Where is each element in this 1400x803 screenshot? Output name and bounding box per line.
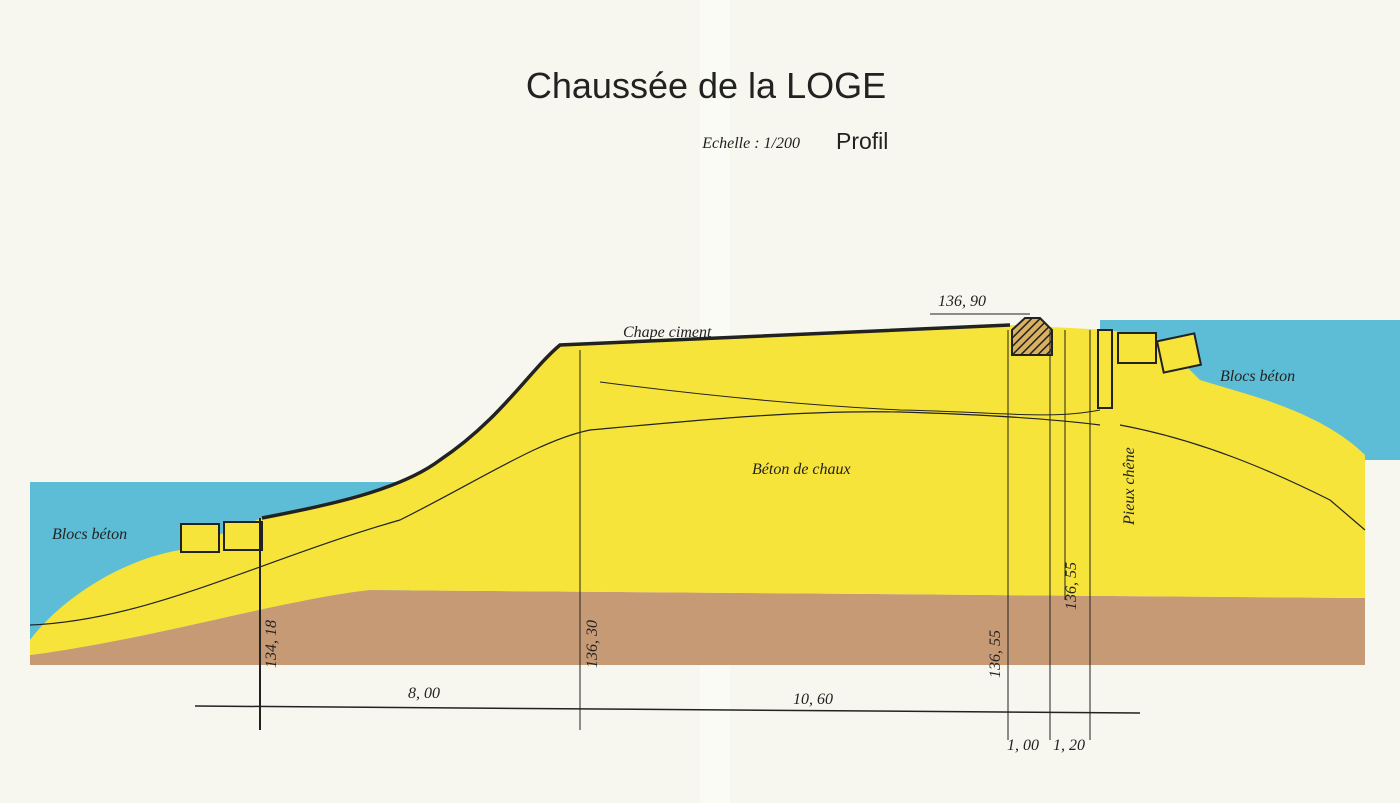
block [180,523,220,553]
cap-line [261,323,1011,520]
level: 136, 30 [584,620,601,668]
layer-line [1119,424,1366,531]
label: Béton de chaux [752,461,851,478]
label: Blocs béton [1220,368,1295,385]
block [1117,332,1157,364]
dimension: 1, 00 [1007,737,1039,754]
dimension: 1, 20 [1053,737,1085,754]
dimension: 10, 60 [793,691,833,708]
scale: Echelle : 1/200 [701,135,800,152]
label: Pieux chêne [1121,447,1138,526]
level: 134, 18 [263,620,280,668]
block [1155,332,1203,374]
dimension-line [194,705,1141,714]
layer-line [599,381,1101,416]
pile [1097,329,1113,409]
dimension: 8, 00 [408,685,440,702]
foundation [30,590,1365,665]
view: Profil [836,128,888,154]
coping [1011,317,1053,356]
level: 136, 55 [987,630,1004,678]
label: 136, 90 [938,293,986,310]
title: Chaussée de la LOGE [526,65,886,106]
level: 136, 55 [1063,562,1080,610]
block [223,521,263,551]
layer-line [29,411,1101,626]
dam-body [30,325,1365,655]
label: Blocs béton [52,526,127,543]
label: Chape ciment [623,324,712,341]
